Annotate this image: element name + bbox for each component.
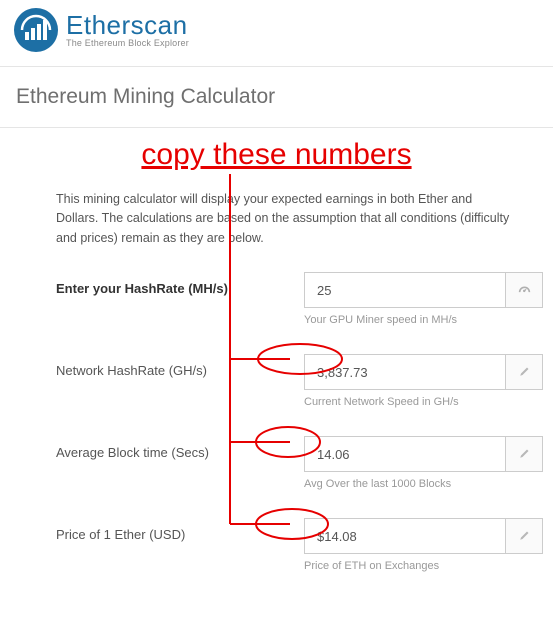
label-price: Price of 1 Ether (USD) xyxy=(56,518,304,542)
input-price[interactable] xyxy=(304,518,505,554)
logo-icon xyxy=(14,8,58,52)
row-network: Network HashRate (GH/s) Current Network … xyxy=(56,354,513,436)
label-network: Network HashRate (GH/s) xyxy=(56,354,304,378)
brand-subtitle: The Ethereum Block Explorer xyxy=(66,38,189,48)
row-hashrate: Enter your HashRate (MH/s) Your GPU Mine… xyxy=(56,272,513,354)
input-hashrate[interactable] xyxy=(304,272,505,308)
brand-header: Etherscan The Ethereum Block Explorer xyxy=(0,0,553,66)
page-title: Ethereum Mining Calculator xyxy=(0,66,553,128)
input-blocktime[interactable] xyxy=(304,436,505,472)
edit-icon[interactable] xyxy=(505,436,543,472)
row-blocktime: Average Block time (Secs) Avg Over the l… xyxy=(56,436,513,518)
annotation-text: copy these numbers xyxy=(0,128,553,174)
help-blocktime: Avg Over the last 1000 Blocks xyxy=(304,478,543,490)
brand-title: Etherscan xyxy=(66,12,189,38)
intro-text: This mining calculator will display your… xyxy=(56,174,513,272)
edit-icon[interactable] xyxy=(505,518,543,554)
tachometer-icon xyxy=(505,272,543,308)
help-price: Price of ETH on Exchanges xyxy=(304,560,543,572)
logo-text: Etherscan The Ethereum Block Explorer xyxy=(66,12,189,48)
label-hashrate: Enter your HashRate (MH/s) xyxy=(56,272,304,296)
row-price: Price of 1 Ether (USD) Price of ETH on E… xyxy=(56,518,513,600)
input-network[interactable] xyxy=(304,354,505,390)
label-blocktime: Average Block time (Secs) xyxy=(56,436,304,460)
form-content: This mining calculator will display your… xyxy=(0,174,553,620)
help-network: Current Network Speed in GH/s xyxy=(304,396,543,408)
help-hashrate: Your GPU Miner speed in MH/s xyxy=(304,314,543,326)
edit-icon[interactable] xyxy=(505,354,543,390)
